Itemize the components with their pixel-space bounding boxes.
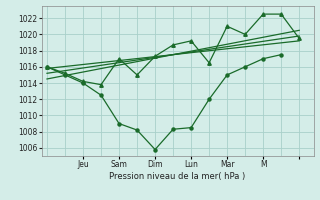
X-axis label: Pression niveau de la mer( hPa ): Pression niveau de la mer( hPa ) <box>109 172 246 181</box>
